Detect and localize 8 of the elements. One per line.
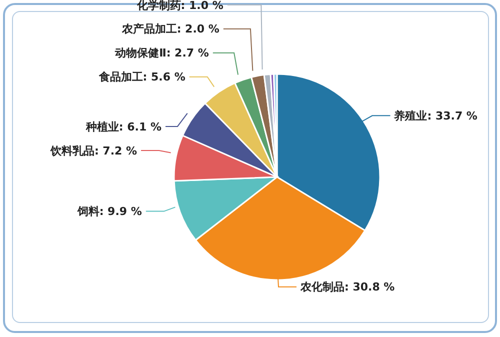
slice-label: 农化制品: 30.8 %	[300, 280, 395, 294]
slice-label: 养殖业: 33.7 %	[393, 110, 478, 122]
slice-label: 种植业: 6.1 %	[84, 120, 162, 134]
slice-label: 动物保健Ⅱ: 2.7 %	[114, 46, 209, 60]
slice-label: 饲料: 9.9 %	[76, 205, 142, 218]
slice-label: 食品加工: 5.6 %	[98, 70, 186, 84]
slice-label: 饮料乳品: 7.2 %	[49, 144, 138, 158]
slice-label: 农产品加工: 2.0 %	[120, 22, 220, 36]
